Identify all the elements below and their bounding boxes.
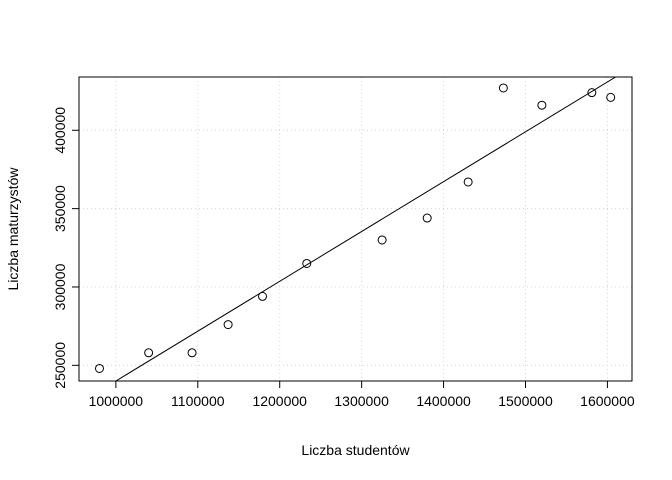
x-axis-title: Liczba studentów	[301, 442, 410, 458]
x-tick-label-0: 1000000	[89, 393, 144, 409]
data-point-7	[422, 213, 432, 223]
y-tick-label-1: 300000	[52, 263, 68, 310]
x-tick-label-1: 1100000	[171, 393, 225, 409]
y-tick-label-3: 400000	[52, 107, 68, 154]
data-point-10	[537, 100, 547, 110]
x-tick-label-6: 1600000	[580, 393, 635, 409]
x-tick-label-5: 1500000	[498, 393, 553, 409]
data-point-3	[223, 320, 233, 330]
grid	[79, 77, 632, 381]
y-tick-label-0: 250000	[52, 342, 68, 389]
data-point-0	[94, 363, 104, 373]
y-axis-title: Liczba maturzystów	[5, 167, 21, 291]
data-point-6	[377, 235, 387, 245]
regression-line-group	[115, 77, 616, 381]
data-point-9	[498, 83, 508, 93]
x-tick-label-4: 1400000	[416, 393, 471, 409]
x-axis: 1000000 1100000 1200000 1300000 1400000 15000…	[89, 381, 635, 409]
data-point-12	[606, 92, 616, 102]
x-tick-label-2: 1200000	[252, 393, 307, 409]
y-axis: 250000 300000 350000 400000	[52, 107, 79, 389]
data-point-8	[463, 177, 473, 187]
data-points	[94, 83, 616, 373]
x-tick-label-3: 1300000	[334, 393, 389, 409]
y-tick-label-2: 350000	[52, 185, 68, 232]
data-point-4	[258, 291, 268, 301]
data-point-1	[144, 348, 154, 358]
data-point-2	[187, 348, 197, 358]
data-point-11	[587, 88, 597, 98]
regression-line	[115, 77, 616, 381]
plot-frame	[78, 76, 633, 382]
data-point-5	[302, 258, 312, 268]
